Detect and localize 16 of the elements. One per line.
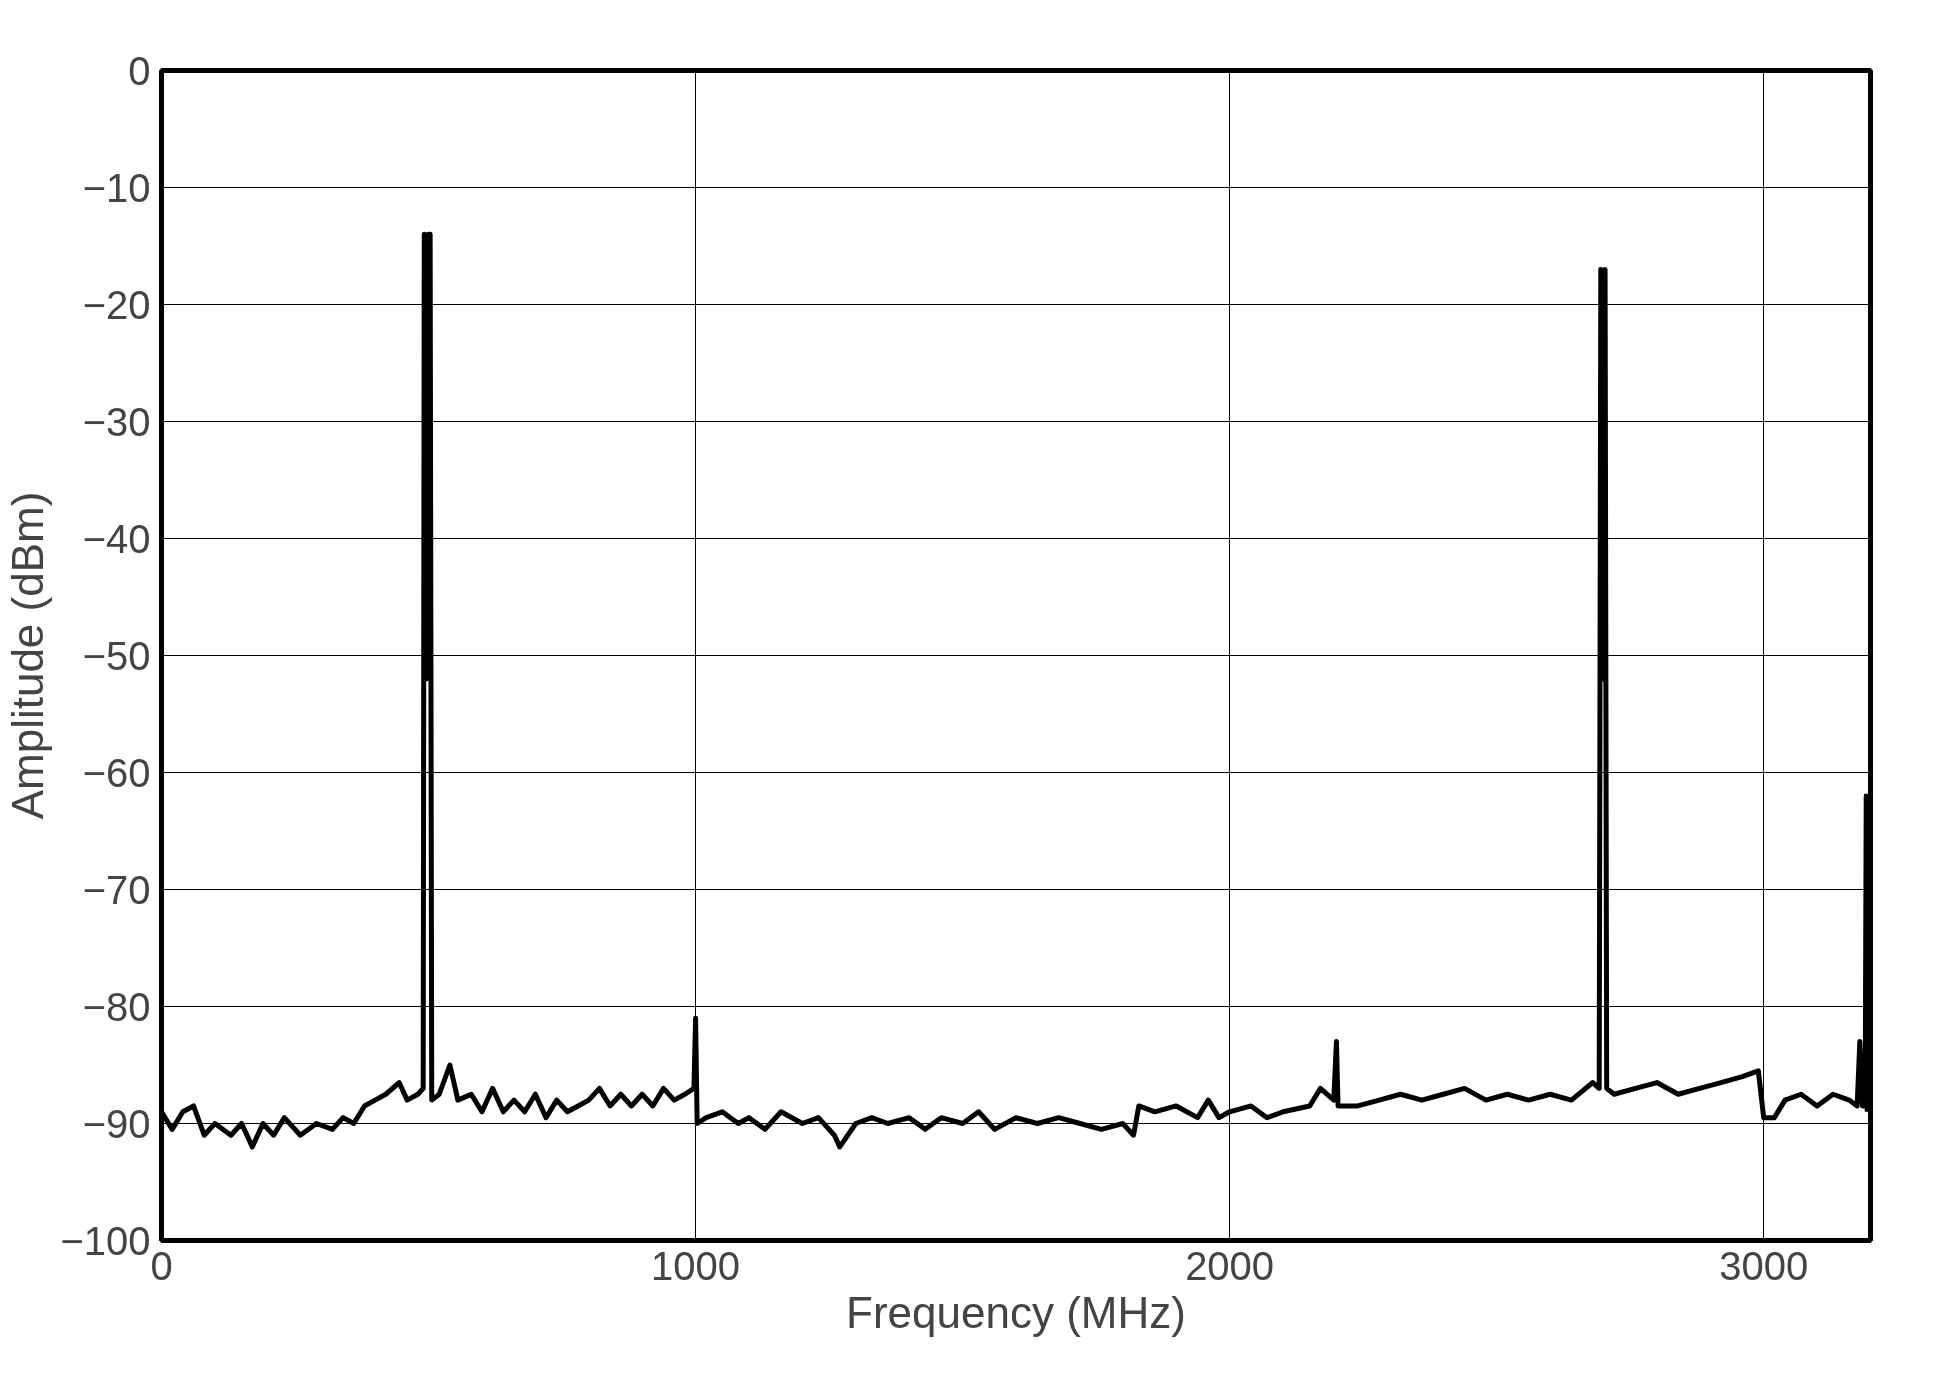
x-axis-title: Frequency (MHz) <box>846 1287 1186 1337</box>
y-tick-label: −20 <box>82 282 151 327</box>
y-tick-label: −60 <box>82 750 151 795</box>
y-tick-label: −10 <box>82 165 151 210</box>
x-tick-label: 1000 <box>651 1243 741 1288</box>
y-tick-label: −80 <box>82 984 151 1029</box>
y-axis-title: Amplitude (dBm) <box>3 491 53 820</box>
x-tick-label: 2000 <box>1185 1243 1275 1288</box>
y-tick-label: −90 <box>82 1101 151 1146</box>
y-tick-label: −70 <box>82 867 151 912</box>
x-tick-label: 3000 <box>1719 1243 1809 1288</box>
y-tick-label: −50 <box>82 633 151 678</box>
y-tick-label: −30 <box>82 399 151 444</box>
y-tick-label: −40 <box>82 516 151 561</box>
y-tick-label: −100 <box>60 1218 151 1263</box>
y-tick-label: 0 <box>128 48 151 93</box>
